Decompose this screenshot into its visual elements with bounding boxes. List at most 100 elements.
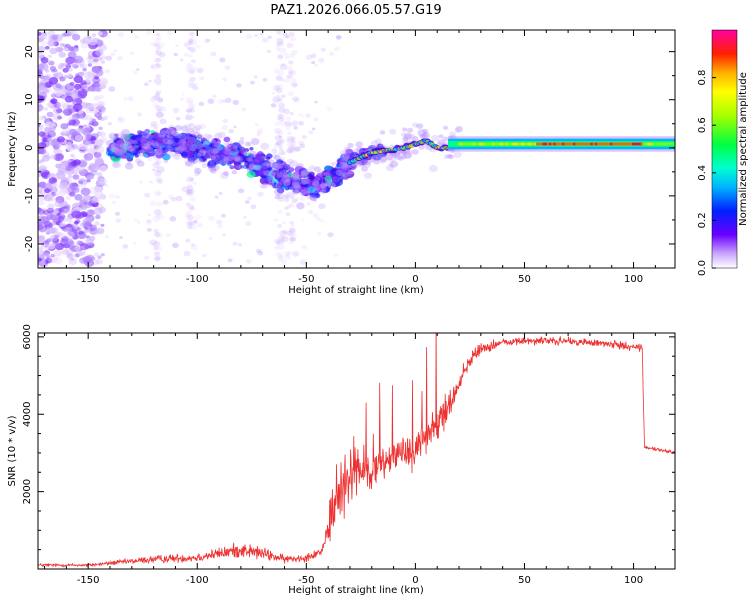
- spectrogram-blob: [116, 195, 120, 199]
- spectrogram-blob: [155, 63, 162, 69]
- spectrogram-blob: [222, 147, 231, 155]
- spectrogram-blob: [117, 116, 123, 121]
- spectrogram-blob: [219, 159, 224, 164]
- spectrogram-blob: [127, 149, 132, 154]
- spectrogram-blob: [67, 240, 75, 247]
- spectrogram-blob: [60, 176, 70, 184]
- spectrogram-blob: [193, 166, 200, 172]
- spectrogram-blob: [175, 195, 183, 202]
- spectrogram-blob: [272, 96, 281, 103]
- spectrogram-blob: [46, 214, 54, 221]
- spectrogram-blob: [271, 152, 280, 160]
- spectrogram-blob: [65, 56, 75, 65]
- spectrogram-blob: [320, 183, 327, 189]
- spectrogram-blob: [239, 165, 244, 169]
- spectrogram-blob: [104, 69, 111, 74]
- spectrogram-blob: [67, 72, 73, 78]
- spectrogram-blob: [189, 108, 196, 113]
- spectrogram-blob: [51, 34, 59, 40]
- spectrogram-blob: [248, 164, 256, 170]
- spectrogram-blob: [176, 117, 181, 121]
- spectrogram-blob: [100, 60, 105, 64]
- spectrogram-blob: [132, 148, 141, 156]
- spectrogram-blob: [173, 52, 178, 57]
- spectrogram-blob: [292, 96, 299, 102]
- spectrogram-blob: [59, 204, 65, 208]
- spectrogram-blob: [66, 215, 74, 221]
- spectrogram-blob: [91, 33, 97, 38]
- spectrogram-blob: [90, 136, 97, 141]
- spectrogram-blob: [114, 194, 119, 199]
- spectrogram-blob: [187, 219, 195, 226]
- spectrogram-blob: [313, 63, 319, 68]
- spectrogram-blob: [146, 30, 153, 35]
- spectrogram-blob: [187, 99, 194, 105]
- spectrogram-blob: [91, 120, 99, 127]
- spectrogram-blob: [177, 133, 184, 139]
- spectrogram-blob: [422, 132, 431, 139]
- spectrogram-blob: [130, 51, 134, 55]
- spectrogram-blob: [284, 206, 290, 211]
- spectrogram-blob: [223, 136, 231, 143]
- spectrogram-blob: [144, 144, 152, 151]
- spectrogram-blob: [78, 180, 84, 185]
- spectrogram-blob: [285, 35, 290, 39]
- spectrogram-blob: [282, 220, 287, 225]
- spectrogram-blob: [389, 157, 396, 163]
- spectrogram-blob: [47, 207, 54, 214]
- spectrogram-blob: [182, 145, 191, 153]
- spectrogram-blob: [114, 211, 121, 216]
- bottom-x-tick-label: -100: [186, 575, 209, 586]
- bottom-y-ticks: 2000 4000 6000: [22, 324, 675, 551]
- spectrogram-blob: [169, 129, 176, 135]
- spectrogram-blob: [93, 57, 99, 63]
- spectrogram-blob: [110, 142, 116, 148]
- spectrogram-blob: [344, 146, 351, 152]
- spectrogram-blob: [127, 96, 134, 102]
- spectrogram-blob: [126, 161, 131, 166]
- spectrogram-blob: [68, 223, 76, 230]
- spectrogram-blob: [253, 33, 259, 38]
- spectrogram-blob: [294, 184, 301, 190]
- spectrogram-blob: [71, 113, 80, 121]
- spectrogram-blob: [94, 157, 104, 166]
- spectrogram-blob: [286, 253, 291, 257]
- spectrogram-blob: [284, 195, 290, 200]
- spectrogram-blob: [262, 182, 269, 189]
- spectrogram-blob: [162, 199, 169, 205]
- spectrogram-blob: [196, 222, 203, 228]
- spectrogram-blob: [318, 203, 326, 210]
- spectrogram-blob: [197, 150, 206, 157]
- spectrogram-blob: [100, 108, 107, 113]
- spectrogram-blob: [330, 162, 335, 166]
- spectrogram-blob: [277, 239, 284, 245]
- spectrogram-blob: [361, 166, 368, 172]
- spectrogram-blob: [63, 75, 68, 79]
- spectrogram-blob: [249, 80, 255, 85]
- spectrogram-blob: [57, 47, 64, 52]
- spectrogram-blob: [277, 254, 284, 259]
- spectrogram-blob: [193, 219, 198, 224]
- spectrogram-blob: [116, 139, 125, 146]
- spectrogram-blob: [173, 154, 181, 160]
- spectrogram-blob: [47, 203, 55, 210]
- spectrogram-blob: [195, 151, 204, 159]
- spectrogram-blob: [442, 136, 450, 142]
- spectrogram-blob: [153, 246, 159, 251]
- spectrogram-blob: [276, 192, 285, 200]
- spectrogram-blob: [325, 178, 332, 183]
- spectrogram-blob: [283, 251, 291, 257]
- spectrogram-blob: [202, 141, 210, 148]
- spectrogram-blob: [192, 82, 198, 87]
- spectrogram-blob: [340, 165, 350, 174]
- spectrogram-blob: [116, 55, 123, 61]
- spectrogram-blob: [113, 49, 118, 53]
- spectrogram-blob: [116, 140, 124, 147]
- spectrogram-blob: [187, 67, 195, 74]
- spectrogram-blob: [87, 123, 93, 127]
- spectrogram-blob: [122, 244, 129, 249]
- spectrogram-blob: [234, 163, 241, 168]
- spectrogram-blob: [356, 161, 363, 167]
- spectrogram-blob: [186, 188, 193, 194]
- spectrogram-blob: [281, 184, 287, 189]
